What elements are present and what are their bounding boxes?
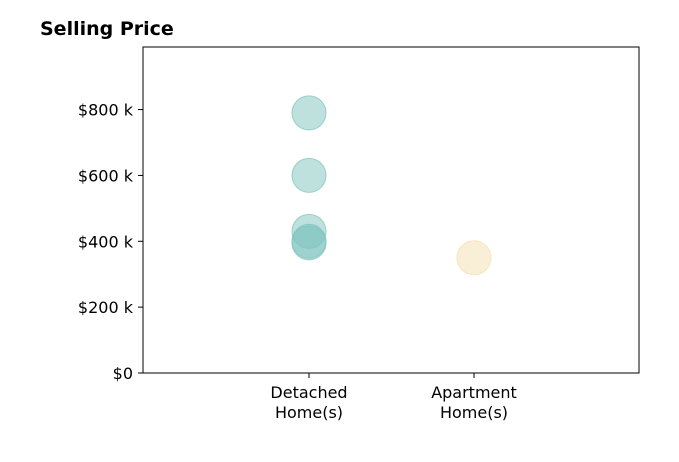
axes-layer: $0 $200 k $400 k $600 k $800 k Detached Home(s… bbox=[78, 46, 640, 422]
plot-frame bbox=[142, 46, 640, 374]
points-layer bbox=[291, 95, 492, 276]
y-tick-label: $200 k bbox=[78, 298, 134, 317]
y-tick-label: $400 k bbox=[78, 232, 134, 251]
x-tick-label: Apartment Home(s) bbox=[431, 383, 517, 422]
data-point bbox=[291, 225, 327, 261]
data-point bbox=[456, 240, 492, 276]
y-tick-label: $0 bbox=[113, 364, 133, 383]
y-tick-label: $600 k bbox=[78, 166, 134, 185]
chart-title: Selling Price bbox=[40, 18, 174, 40]
data-point bbox=[291, 95, 327, 131]
data-point bbox=[291, 157, 327, 193]
x-tick-label: Detached Home(s) bbox=[270, 383, 347, 422]
y-tick-label: $800 k bbox=[78, 101, 134, 120]
